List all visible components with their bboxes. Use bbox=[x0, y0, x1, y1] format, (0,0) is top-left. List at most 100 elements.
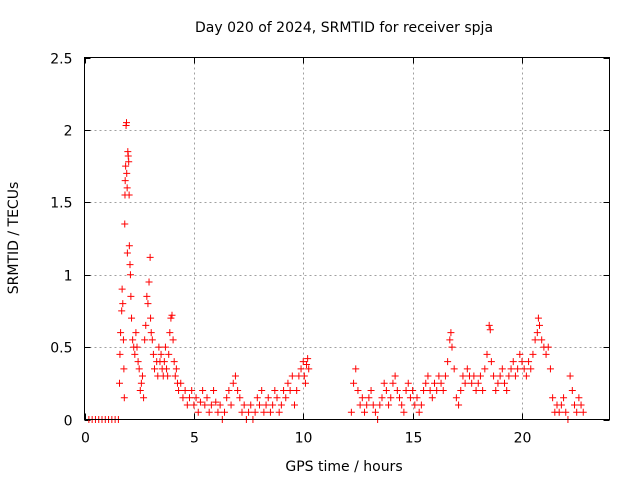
data-point bbox=[577, 401, 585, 409]
y-axis-label: SRMTID / TECUs bbox=[6, 182, 22, 295]
data-point bbox=[121, 177, 129, 185]
data-point bbox=[527, 365, 535, 373]
data-point bbox=[127, 292, 135, 300]
data-point bbox=[221, 408, 228, 416]
data-point bbox=[498, 365, 506, 373]
data-point bbox=[479, 387, 487, 395]
data-point bbox=[428, 394, 436, 402]
data-point bbox=[503, 387, 511, 395]
data-point bbox=[301, 379, 309, 387]
data-point bbox=[455, 401, 463, 409]
data-point bbox=[496, 372, 504, 380]
data-point bbox=[282, 394, 290, 402]
data-point bbox=[192, 394, 200, 402]
data-point bbox=[227, 401, 235, 409]
data-point bbox=[494, 379, 502, 387]
data-point bbox=[413, 394, 421, 402]
data-point bbox=[247, 401, 255, 409]
data-point bbox=[441, 372, 449, 380]
data-point bbox=[404, 379, 412, 387]
data-point bbox=[396, 394, 403, 402]
data-point bbox=[417, 401, 425, 409]
data-point bbox=[199, 387, 207, 395]
data-point bbox=[549, 394, 557, 402]
data-point bbox=[266, 408, 274, 416]
data-point bbox=[481, 365, 489, 373]
data-point bbox=[303, 360, 311, 368]
data-point bbox=[229, 379, 237, 387]
data-point bbox=[151, 365, 158, 373]
data-point bbox=[119, 336, 127, 344]
data-point bbox=[378, 394, 386, 402]
data-point bbox=[361, 408, 368, 416]
data-point bbox=[573, 408, 581, 416]
data-point bbox=[123, 249, 131, 257]
data-point bbox=[380, 379, 388, 387]
data-point bbox=[258, 387, 266, 395]
data-point bbox=[352, 365, 360, 373]
data-point bbox=[256, 401, 263, 409]
data-point bbox=[121, 220, 129, 228]
data-point bbox=[234, 387, 242, 395]
data-point bbox=[128, 314, 136, 322]
data-point bbox=[472, 387, 480, 395]
data-point bbox=[273, 394, 281, 402]
data-point bbox=[371, 408, 379, 416]
data-point bbox=[148, 336, 156, 344]
data-point bbox=[350, 379, 358, 387]
data-point bbox=[172, 365, 180, 373]
data-point bbox=[522, 372, 530, 380]
data-point bbox=[205, 408, 213, 416]
data-point bbox=[424, 372, 432, 380]
data-point bbox=[354, 387, 362, 395]
data-point bbox=[505, 372, 513, 380]
data-point bbox=[262, 401, 270, 409]
data-point bbox=[557, 401, 565, 409]
data-point bbox=[214, 408, 222, 416]
data-point bbox=[431, 379, 438, 387]
data-point bbox=[225, 387, 233, 395]
data-point bbox=[575, 394, 583, 402]
data-point bbox=[560, 394, 568, 402]
data-point bbox=[190, 401, 198, 409]
data-point bbox=[288, 372, 296, 380]
chart-title: Day 020 of 2024, SRMTID for receiver spj… bbox=[195, 20, 493, 36]
y-tick-label: 2.5 bbox=[50, 52, 72, 68]
data-point bbox=[400, 408, 408, 416]
y-tick-label: 0 bbox=[64, 414, 73, 430]
data-point bbox=[293, 387, 301, 395]
data-point bbox=[447, 329, 455, 337]
data-point bbox=[562, 408, 570, 416]
data-point bbox=[167, 314, 175, 322]
data-point bbox=[536, 321, 543, 329]
data-point bbox=[163, 365, 171, 373]
data-point bbox=[275, 408, 283, 416]
data-point bbox=[118, 307, 126, 315]
data-point bbox=[201, 401, 209, 409]
data-point bbox=[141, 336, 149, 344]
data-point bbox=[269, 401, 277, 409]
data-point bbox=[457, 387, 465, 395]
data-point bbox=[501, 379, 508, 387]
data-point bbox=[291, 401, 298, 409]
data-point bbox=[422, 379, 430, 387]
data-point bbox=[511, 372, 519, 380]
grid-lines bbox=[84, 57, 610, 420]
data-point bbox=[253, 394, 261, 402]
data-point bbox=[483, 350, 491, 358]
data-point bbox=[571, 401, 578, 409]
data-point bbox=[147, 314, 155, 322]
data-point bbox=[132, 329, 140, 337]
data-point bbox=[398, 401, 406, 409]
data-point bbox=[231, 372, 239, 380]
data-point bbox=[542, 350, 550, 358]
data-point bbox=[406, 394, 414, 402]
data-point bbox=[487, 358, 495, 366]
data-point bbox=[122, 162, 130, 170]
data-point bbox=[238, 408, 246, 416]
data-point bbox=[137, 379, 145, 387]
data-point bbox=[223, 394, 231, 402]
data-point bbox=[367, 387, 375, 395]
data-point bbox=[135, 365, 143, 373]
